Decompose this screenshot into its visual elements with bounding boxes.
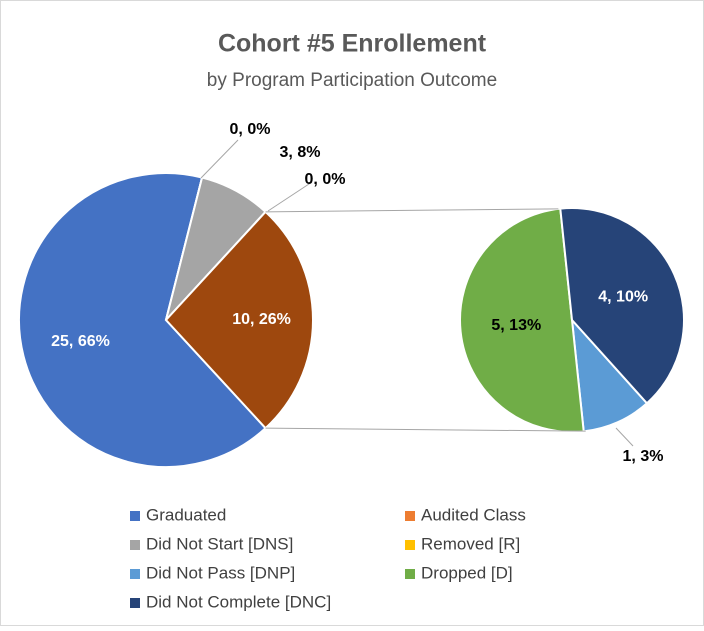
chart-title: Cohort #5 Enrollement (218, 30, 487, 58)
legend-swatch (130, 540, 140, 550)
leader-line (615, 427, 634, 447)
legend-swatch (405, 511, 415, 521)
pie-slice (459, 207, 585, 433)
legend-swatch (130, 511, 140, 521)
data-label: 0, 0% (230, 121, 271, 138)
data-label: 0, 0% (305, 171, 346, 188)
pie-slice-other (164, 210, 314, 430)
legend-label: Did Not Pass [DNP] (146, 563, 295, 582)
legend-swatch (405, 569, 415, 579)
pie-slice (18, 172, 267, 468)
connector-line (265, 427, 586, 432)
data-label: 25, 66% (51, 333, 110, 350)
legend-swatch (130, 569, 140, 579)
legend-swatch (130, 598, 140, 608)
legend-label: Audited Class (421, 505, 526, 524)
data-label: 3, 8% (280, 144, 321, 161)
legend-label: Graduated (146, 505, 226, 524)
data-label: 5, 13% (491, 317, 541, 334)
data-label: 4, 10% (598, 288, 648, 305)
legend-label: Dropped [D] (421, 563, 513, 582)
connector-line (265, 208, 559, 213)
pie-slice (559, 207, 685, 405)
chart-subtitle: by Program Participation Outcome (207, 70, 497, 91)
data-label: 1, 3% (623, 448, 664, 465)
data-label: 10, 26% (232, 311, 291, 328)
leader-line (200, 139, 239, 179)
legend-swatch (405, 540, 415, 550)
legend-label: Removed [R] (421, 534, 520, 553)
leader-line (267, 181, 313, 212)
legend-label: Did Not Start [DNS] (146, 534, 293, 553)
legend-label: Did Not Complete [DNC] (146, 592, 331, 611)
